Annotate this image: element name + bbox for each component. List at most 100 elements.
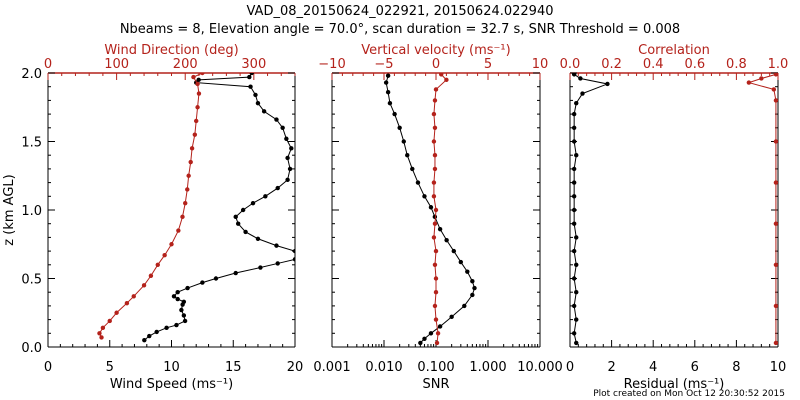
data-point bbox=[759, 76, 764, 81]
data-point bbox=[392, 111, 397, 117]
data-point bbox=[574, 153, 579, 158]
x-tick-label-top: 0.8 bbox=[726, 57, 747, 72]
data-point bbox=[472, 285, 477, 291]
data-point bbox=[449, 314, 454, 320]
data-point bbox=[162, 253, 167, 258]
x-tick-label-bottom: 6 bbox=[691, 360, 699, 375]
data-point bbox=[773, 340, 778, 346]
data-point bbox=[183, 200, 188, 206]
data-point bbox=[433, 248, 439, 254]
data-point bbox=[432, 153, 438, 158]
x-axis-label-bottom: Residual (ms⁻¹) bbox=[624, 377, 725, 392]
data-point bbox=[431, 139, 437, 144]
x-tick-label-top: 10 bbox=[532, 57, 549, 72]
data-point bbox=[773, 180, 778, 185]
data-point bbox=[422, 336, 427, 341]
data-point bbox=[437, 324, 443, 329]
x-tick-label-bottom: 0.010 bbox=[365, 360, 402, 375]
data-point bbox=[571, 111, 577, 117]
x-tick-label-top: 5 bbox=[484, 57, 492, 72]
data-point bbox=[175, 296, 180, 302]
x-tick-label-top: 300 bbox=[241, 57, 266, 72]
data-point bbox=[100, 325, 106, 331]
data-point bbox=[422, 194, 427, 199]
data-point bbox=[192, 132, 198, 137]
data-point bbox=[200, 280, 205, 285]
data-point bbox=[574, 290, 579, 295]
data-point bbox=[186, 173, 191, 178]
data-point bbox=[432, 303, 438, 309]
data-point bbox=[263, 194, 268, 199]
data-point bbox=[605, 81, 610, 87]
series-line bbox=[144, 73, 295, 341]
data-point bbox=[261, 109, 267, 114]
figure-subtitle: Nbeams = 8, Elevation angle = 70.0°, sca… bbox=[120, 22, 680, 37]
data-point bbox=[195, 81, 200, 87]
data-point bbox=[405, 153, 410, 158]
data-point bbox=[292, 248, 295, 254]
data-point bbox=[147, 333, 152, 339]
data-point bbox=[432, 98, 438, 103]
data-point bbox=[574, 317, 579, 322]
data-point bbox=[432, 166, 438, 172]
series-line bbox=[747, 73, 777, 343]
data-point bbox=[433, 207, 439, 213]
x-tick-label-bottom: 8 bbox=[732, 360, 740, 375]
data-point bbox=[247, 74, 252, 80]
data-point bbox=[462, 303, 467, 309]
data-point bbox=[280, 125, 285, 130]
data-point bbox=[571, 331, 577, 336]
data-point bbox=[249, 73, 254, 76]
data-point bbox=[213, 276, 219, 281]
data-point bbox=[571, 276, 577, 281]
x-axis-label-bottom: SNR bbox=[422, 377, 449, 392]
data-point bbox=[571, 303, 577, 309]
data-point bbox=[284, 136, 289, 141]
data-point bbox=[195, 105, 200, 110]
data-point bbox=[175, 290, 180, 295]
data-point bbox=[275, 261, 280, 266]
x-tick-label-bottom: 0 bbox=[566, 360, 574, 375]
data-point bbox=[571, 180, 577, 185]
x-tick-label-bottom: 10 bbox=[770, 360, 787, 375]
data-point bbox=[169, 242, 174, 247]
x-axis-label-bottom: Wind Speed (ms⁻¹) bbox=[110, 377, 233, 392]
data-point bbox=[746, 80, 752, 85]
x-tick-label-top: 0 bbox=[44, 57, 52, 72]
data-point bbox=[258, 265, 263, 270]
x-tick-label-top: 0.0 bbox=[560, 57, 581, 72]
x-tick-label-top: 0.2 bbox=[601, 57, 622, 72]
data-point bbox=[773, 98, 778, 103]
data-point bbox=[574, 235, 579, 240]
data-point bbox=[274, 117, 279, 122]
data-point bbox=[274, 243, 279, 248]
data-point bbox=[248, 84, 253, 89]
x-axis-label-top: Vertical velocity (ms⁻¹) bbox=[361, 43, 510, 58]
data-point bbox=[444, 237, 449, 243]
x-axis-label-top: Wind Direction (deg) bbox=[104, 43, 238, 58]
data-point bbox=[470, 279, 475, 284]
data-point bbox=[171, 294, 177, 299]
data-point bbox=[131, 294, 136, 299]
data-point bbox=[571, 73, 577, 77]
data-point bbox=[434, 340, 440, 346]
data-point bbox=[433, 87, 439, 92]
data-point bbox=[243, 229, 248, 235]
data-point bbox=[196, 77, 201, 83]
y-tick-label: 1.5 bbox=[21, 136, 42, 151]
data-point bbox=[401, 139, 406, 144]
data-point bbox=[182, 318, 188, 324]
x-tick-label-bottom: 1.000 bbox=[469, 360, 506, 375]
y-tick-label: 0.0 bbox=[21, 341, 42, 356]
data-point bbox=[432, 214, 438, 220]
x-tick-label-top: 200 bbox=[173, 57, 198, 72]
data-point bbox=[191, 74, 196, 80]
data-point bbox=[196, 91, 202, 96]
data-point bbox=[253, 92, 258, 98]
data-point bbox=[435, 331, 441, 336]
data-point bbox=[433, 317, 439, 322]
data-point bbox=[387, 100, 393, 106]
data-point bbox=[771, 87, 777, 92]
data-point bbox=[433, 290, 439, 295]
data-point bbox=[578, 76, 583, 81]
